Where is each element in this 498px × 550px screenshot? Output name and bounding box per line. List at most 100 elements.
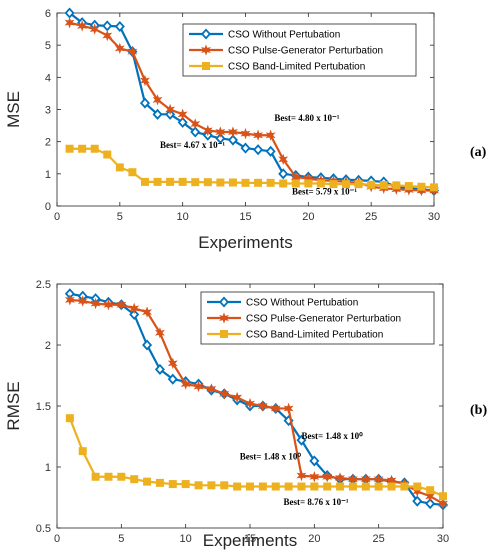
star-marker (193, 380, 204, 393)
star-marker (245, 397, 255, 410)
star-marker (127, 45, 138, 58)
square-marker (194, 481, 203, 490)
square-marker (404, 182, 413, 191)
square-marker (166, 177, 175, 186)
diamond-marker (167, 373, 178, 385)
star-marker (129, 302, 140, 315)
star-marker (309, 471, 320, 483)
square-marker (323, 482, 332, 491)
square-marker (128, 168, 137, 177)
square-marker (297, 482, 306, 491)
square-marker (304, 179, 313, 188)
star-marker (265, 129, 276, 141)
legend-diamond-marker (218, 296, 230, 308)
square-marker (153, 177, 162, 186)
square-marker (90, 144, 99, 153)
diamond-marker (425, 498, 436, 510)
star-marker (232, 391, 243, 404)
diamond-marker (215, 132, 226, 144)
y-tick-label: 1 (45, 462, 51, 474)
best-annotation: Best= 1.48 x 10⁰ (301, 431, 363, 441)
star-marker (90, 297, 101, 310)
x-axis-title: Experiments (203, 531, 297, 550)
x-tick-label: 5 (118, 533, 124, 545)
square-marker (181, 480, 190, 489)
square-marker (379, 181, 388, 190)
y-tick-label: 6 (45, 8, 51, 20)
panel-label: (a) (470, 145, 487, 160)
x-tick-label: 10 (180, 533, 192, 545)
x-tick-label: 20 (302, 211, 314, 223)
square-marker (178, 177, 187, 186)
square-marker (103, 150, 112, 159)
chart-panel-a: 0 5 10 15 20 25 30 0 1 2 3 4 5 6 Experiments MSE Best= 4… (4, 7, 487, 252)
diamond-marker (139, 97, 150, 109)
square-marker (354, 180, 363, 189)
square-marker (329, 180, 338, 189)
legend: CSO Without Pertubation CSO Pulse-Generat… (182, 23, 417, 77)
square-marker (279, 179, 288, 188)
square-marker (367, 180, 376, 189)
series-square (65, 414, 447, 501)
y-axis-title: RMSE (4, 381, 23, 430)
square-marker (254, 178, 263, 187)
best-annotation: Best= 5.79 x 10⁻¹ (292, 187, 357, 197)
star-marker (180, 378, 191, 390)
y-tick-label: 0 (45, 201, 51, 213)
legend-square-marker (201, 62, 210, 71)
square-marker (143, 477, 152, 486)
star-marker (322, 471, 333, 483)
diamond-marker (142, 339, 153, 351)
star-marker (116, 299, 127, 311)
square-marker (155, 478, 164, 487)
square-marker (245, 482, 254, 491)
legend-entry-label: CSO Pulse-Generator Perturbation (246, 314, 401, 325)
star-marker (206, 383, 217, 395)
diamond-marker (227, 134, 238, 146)
square-marker (241, 178, 250, 187)
square-marker (168, 480, 177, 489)
y-tick-label: 5 (45, 40, 51, 52)
diamond-marker (296, 434, 307, 446)
square-marker (78, 447, 87, 456)
square-marker (207, 481, 216, 490)
star-marker (142, 306, 152, 318)
star-marker (270, 402, 281, 415)
square-marker (258, 482, 267, 491)
star-marker (89, 23, 100, 35)
y-tick-label: 2.5 (36, 279, 51, 291)
diamond-marker (253, 144, 264, 156)
x-tick-label: 20 (308, 533, 320, 545)
legend-star-marker (201, 44, 211, 56)
square-marker (271, 482, 280, 491)
diamond-marker (190, 126, 201, 138)
square-marker (78, 144, 87, 153)
diamond-marker (129, 308, 140, 321)
square-marker (228, 178, 237, 187)
legend-entry-label: CSO Without Pertubation (246, 298, 358, 309)
square-marker (316, 179, 325, 188)
square-marker (220, 481, 229, 490)
square-marker (348, 482, 357, 491)
diamond-marker (114, 20, 125, 33)
star-marker (190, 118, 201, 130)
best-annotation: Best= 1.48 x 10⁰ (240, 452, 302, 462)
star-marker (425, 490, 436, 502)
x-axis-title: Experiments (198, 233, 292, 252)
x-tick-label: 30 (428, 211, 440, 223)
square-marker (216, 178, 225, 187)
star-marker (64, 16, 75, 29)
y-axis-title: MSE (4, 91, 23, 128)
square-marker (417, 182, 426, 191)
square-marker (91, 472, 100, 481)
diamond-marker (265, 145, 276, 157)
square-marker (413, 482, 422, 491)
best-annotation: Best= 4.80 x 10⁻¹ (274, 113, 339, 123)
legend: CSO Without Pertubation CSO Pulse-Generat… (200, 291, 435, 345)
square-marker (203, 178, 212, 187)
square-marker (117, 472, 126, 481)
star-marker (257, 400, 268, 412)
y-tick-label: 4 (45, 72, 51, 84)
square-marker (65, 414, 74, 423)
